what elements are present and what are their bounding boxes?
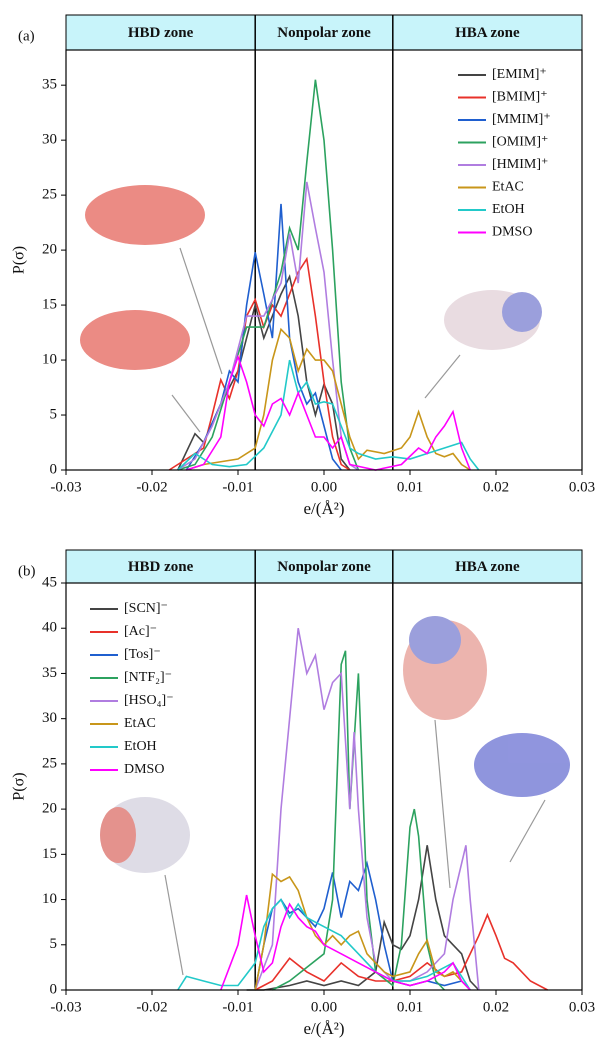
molecule-surface [502, 292, 542, 332]
arrow [165, 875, 183, 975]
y-tick-label: 0 [50, 461, 58, 477]
legend-label: [Tos]⁻ [124, 647, 161, 662]
x-tick-label: 0.00 [311, 999, 337, 1015]
legend-label: [NTF₂]⁻ [124, 670, 172, 685]
y-tick-label: 5 [50, 406, 58, 422]
y-tick-label: 25 [42, 755, 57, 771]
arrow [435, 720, 450, 888]
y-tick-label: 10 [42, 351, 57, 367]
panel-label: (b) [18, 563, 36, 579]
legend-label: [HMIM]⁺ [492, 157, 548, 172]
x-tick-label: -0.03 [50, 479, 81, 495]
y-tick-label: 5 [50, 936, 58, 952]
x-tick-label: 0.03 [569, 479, 595, 495]
figure: HBD zone Nonpolar zone HBA zone -0.03 -0.02 -… [0, 0, 598, 1044]
legend-label: EtAC [124, 716, 156, 731]
y-tick-label: 15 [42, 846, 57, 862]
zone-label: HBD zone [128, 559, 194, 575]
y-tick-label: 20 [42, 242, 57, 258]
y-tick-label: 30 [42, 132, 57, 148]
x-axis-label: e/(Å²) [304, 499, 345, 518]
legend-label: [SCN]⁻ [124, 601, 168, 616]
y-tick-label: 35 [42, 77, 57, 93]
y-tick-label: 40 [42, 620, 57, 636]
series-line [186, 329, 470, 470]
legend-label: [EMIM]⁺ [492, 67, 547, 82]
x-tick-label: -0.02 [136, 479, 167, 495]
y-tick-label: 15 [42, 297, 57, 313]
x-tick-label: -0.03 [50, 999, 81, 1015]
molecule-surface [409, 616, 461, 664]
x-axis-label: e/(Å²) [304, 1019, 345, 1038]
arrow [425, 355, 460, 398]
y-tick-label: 30 [42, 710, 57, 726]
legend-label: [BMIM]⁺ [492, 90, 548, 105]
x-tick-label: 0.01 [397, 479, 423, 495]
y-tick-label: 20 [42, 801, 57, 817]
legend-label: [MMIM]⁺ [492, 112, 551, 127]
series-line [178, 360, 479, 470]
x-tick-label: -0.01 [222, 479, 253, 495]
x-tick-label: -0.01 [222, 999, 253, 1015]
y-axis-label: P(σ) [11, 246, 28, 274]
molecule-surface [80, 310, 190, 370]
legend-label: EtOH [124, 739, 157, 754]
x-tick-label: 0.00 [311, 479, 337, 495]
y-tick-label: 10 [42, 891, 57, 907]
arrow [180, 248, 222, 374]
y-tick-label: 25 [42, 187, 57, 203]
legend-label: EtAC [492, 180, 524, 195]
zone-label: HBA zone [455, 559, 520, 575]
molecule-surface [85, 185, 205, 245]
y-tick-label: 45 [42, 574, 57, 590]
series-line [178, 80, 359, 470]
x-tick-label: -0.02 [136, 999, 167, 1015]
molecule-surface [100, 807, 136, 863]
arrow [510, 800, 545, 862]
x-tick-label: 0.03 [569, 999, 595, 1015]
x-tick-label: 0.02 [483, 999, 509, 1015]
x-tick-label: 0.02 [483, 479, 509, 495]
series-line [255, 915, 547, 990]
legend-label: [Ac]⁻ [124, 624, 157, 639]
legend-label: DMSO [492, 225, 532, 240]
zone-label: HBA zone [455, 25, 520, 41]
legend-label: [OMIM]⁺ [492, 135, 548, 150]
x-tick-label: 0.01 [397, 999, 423, 1015]
legend-label: [HSO₄]⁻ [124, 693, 174, 708]
zone-label: Nonpolar zone [277, 559, 371, 575]
panel-label: (a) [18, 28, 35, 44]
series-line [255, 874, 470, 990]
zone-label: HBD zone [128, 25, 194, 41]
arrow [172, 395, 200, 432]
legend-label: DMSO [124, 762, 164, 777]
charts: HBD zone Nonpolar zone HBA zone -0.03 -0.02 -… [11, 15, 595, 1038]
legend-label: EtOH [492, 202, 525, 217]
y-axis-label: P(σ) [11, 772, 28, 800]
molecule-surface [474, 733, 570, 797]
zone-label: Nonpolar zone [277, 25, 371, 41]
y-tick-label: 35 [42, 665, 57, 681]
y-tick-label: 0 [50, 981, 58, 997]
series-line [169, 259, 350, 470]
